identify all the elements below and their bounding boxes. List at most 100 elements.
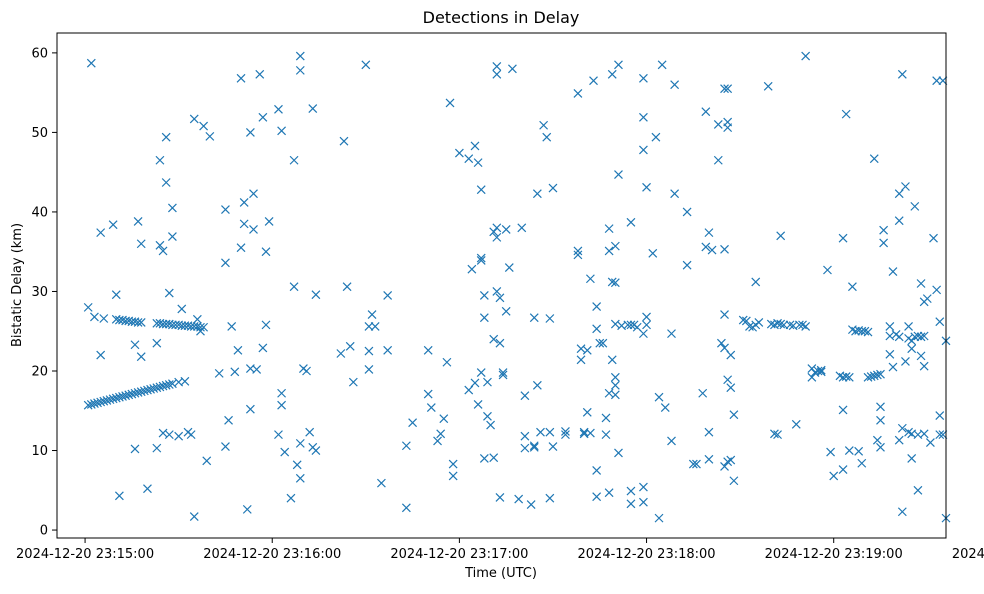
data-point bbox=[196, 322, 205, 332]
data-point bbox=[289, 282, 299, 292]
data-point bbox=[258, 343, 268, 353]
data-point bbox=[642, 182, 651, 192]
data-point bbox=[763, 81, 773, 91]
data-point bbox=[754, 318, 764, 327]
data-point bbox=[592, 324, 602, 334]
data-point bbox=[489, 334, 499, 344]
data-point bbox=[470, 378, 480, 388]
data-point bbox=[654, 392, 664, 402]
data-point bbox=[252, 364, 262, 374]
data-point bbox=[186, 322, 196, 331]
data-point bbox=[492, 287, 502, 296]
data-point bbox=[205, 131, 215, 141]
data-point bbox=[932, 285, 942, 295]
data-point bbox=[114, 491, 124, 501]
data-point bbox=[823, 265, 832, 275]
data-point bbox=[492, 61, 502, 71]
data-point bbox=[913, 331, 923, 341]
data-point bbox=[189, 512, 199, 521]
data-point bbox=[439, 414, 449, 424]
data-point bbox=[876, 369, 885, 379]
data-point bbox=[841, 372, 851, 381]
data-point bbox=[723, 117, 733, 127]
data-point bbox=[894, 435, 904, 445]
data-point bbox=[295, 473, 305, 483]
data-point bbox=[202, 456, 212, 466]
data-point bbox=[589, 76, 598, 86]
data-point bbox=[776, 319, 786, 329]
data-point bbox=[626, 499, 636, 509]
data-point bbox=[801, 51, 811, 61]
data-point bbox=[476, 368, 486, 378]
data-point bbox=[277, 400, 287, 410]
data-point bbox=[442, 357, 452, 367]
data-point bbox=[239, 219, 249, 229]
data-point bbox=[573, 246, 583, 256]
axis-ticks: 2024-12-20 23:15:00 2024-12-20 23:16:00 20… bbox=[16, 46, 984, 562]
data-point bbox=[585, 428, 595, 438]
data-point bbox=[807, 364, 817, 374]
data-point bbox=[401, 503, 411, 513]
data-point bbox=[302, 366, 311, 376]
data-point bbox=[339, 136, 349, 146]
data-point bbox=[907, 454, 917, 463]
data-point bbox=[785, 320, 795, 330]
data-point bbox=[486, 420, 496, 430]
data-point bbox=[657, 60, 667, 70]
data-point bbox=[492, 223, 502, 233]
data-point bbox=[532, 189, 542, 199]
data-point bbox=[473, 158, 483, 168]
data-point bbox=[108, 220, 118, 230]
data-point bbox=[164, 288, 174, 298]
data-point bbox=[860, 326, 870, 336]
data-point bbox=[595, 338, 605, 348]
data-point bbox=[901, 182, 910, 191]
data-point bbox=[383, 345, 393, 355]
data-point bbox=[242, 504, 252, 514]
data-point bbox=[682, 260, 692, 270]
data-point bbox=[542, 132, 552, 142]
data-point bbox=[801, 322, 811, 331]
data-point bbox=[364, 346, 374, 356]
y-tick-label: 50 bbox=[31, 126, 48, 141]
data-point bbox=[501, 225, 511, 234]
data-point bbox=[592, 465, 602, 475]
data-point bbox=[292, 460, 302, 470]
data-point bbox=[520, 443, 530, 453]
data-point bbox=[707, 245, 717, 255]
data-point bbox=[130, 444, 140, 454]
data-point bbox=[158, 319, 168, 329]
data-point bbox=[536, 427, 545, 437]
data-point bbox=[688, 459, 698, 469]
data-point bbox=[639, 145, 648, 155]
data-point bbox=[704, 228, 714, 238]
data-point bbox=[479, 291, 489, 300]
data-point bbox=[838, 372, 848, 382]
data-point bbox=[526, 500, 536, 510]
data-point bbox=[255, 69, 265, 79]
data-point bbox=[919, 361, 929, 371]
data-point bbox=[295, 51, 305, 61]
data-point bbox=[913, 485, 923, 495]
data-point bbox=[280, 447, 290, 457]
data-point bbox=[791, 419, 801, 429]
data-point bbox=[224, 415, 233, 425]
data-point bbox=[264, 217, 274, 226]
data-point bbox=[670, 189, 680, 199]
data-point bbox=[504, 263, 514, 273]
data-point bbox=[776, 231, 786, 241]
data-point bbox=[164, 430, 174, 440]
data-point bbox=[130, 340, 140, 350]
data-point bbox=[919, 331, 929, 341]
data-point bbox=[364, 322, 374, 331]
data-point bbox=[476, 253, 486, 263]
data-point bbox=[604, 488, 614, 498]
y-tick-label: 60 bbox=[31, 46, 48, 61]
data-point bbox=[894, 189, 904, 199]
data-point bbox=[863, 327, 873, 337]
data-point bbox=[514, 494, 524, 504]
data-point bbox=[245, 404, 255, 414]
data-point bbox=[227, 322, 237, 331]
data-point bbox=[869, 154, 879, 164]
data-point bbox=[598, 338, 608, 348]
